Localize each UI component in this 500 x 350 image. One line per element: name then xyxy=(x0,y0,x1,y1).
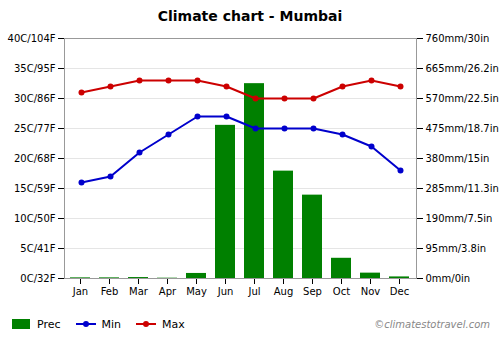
svg-text:285mm/11.3in: 285mm/11.3in xyxy=(426,183,499,194)
svg-text:5C/41F: 5C/41F xyxy=(20,243,55,254)
svg-text:Mar: Mar xyxy=(129,286,149,297)
html-text:©climatestotravel.com: ©climatestotravel.com xyxy=(374,318,490,330)
svg-text:0C/32F: 0C/32F xyxy=(20,273,55,284)
svg-text:475mm/18.7in: 475mm/18.7in xyxy=(426,123,499,134)
svg-text:35C/95F: 35C/95F xyxy=(14,63,56,74)
svg-text:Jul: Jul xyxy=(247,286,260,297)
svg-text:570mm/22.5in: 570mm/22.5in xyxy=(426,93,499,104)
svg-text:190mm/7.5in: 190mm/7.5in xyxy=(426,213,493,224)
svg-text:Jun: Jun xyxy=(217,286,234,297)
svg-text:10C/50F: 10C/50F xyxy=(14,213,56,224)
svg-text:Aug: Aug xyxy=(274,286,294,297)
svg-text:760mm/30in: 760mm/30in xyxy=(426,33,490,44)
svg-text:20C/68F: 20C/68F xyxy=(14,153,56,164)
svg-text:Sep: Sep xyxy=(303,286,322,297)
svg-text:Feb: Feb xyxy=(101,286,119,297)
svg-text:30C/86F: 30C/86F xyxy=(14,93,56,104)
svg-text:40C/104F: 40C/104F xyxy=(8,33,56,44)
html-text:Climate chart - Mumbai: Climate chart - Mumbai xyxy=(157,8,343,24)
svg-text:Nov: Nov xyxy=(361,286,381,297)
svg-text:95mm/3.8in: 95mm/3.8in xyxy=(426,243,487,254)
svg-text:0mm/0in: 0mm/0in xyxy=(426,273,471,284)
html-text:Min: Min xyxy=(101,317,122,331)
svg-text:Apr: Apr xyxy=(159,286,177,297)
svg-text:Dec: Dec xyxy=(390,286,409,297)
svg-text:May: May xyxy=(186,286,207,297)
html-text:Max: Max xyxy=(162,317,185,331)
html-text:Prec: Prec xyxy=(37,317,61,331)
svg-text:380mm/15in: 380mm/15in xyxy=(426,153,490,164)
svg-text:15C/59F: 15C/59F xyxy=(14,183,56,194)
svg-text:Jan: Jan xyxy=(72,286,88,297)
svg-text:665mm/26.2in: 665mm/26.2in xyxy=(426,63,499,74)
svg-text:25C/77F: 25C/77F xyxy=(14,123,56,134)
svg-text:Oct: Oct xyxy=(333,286,350,297)
